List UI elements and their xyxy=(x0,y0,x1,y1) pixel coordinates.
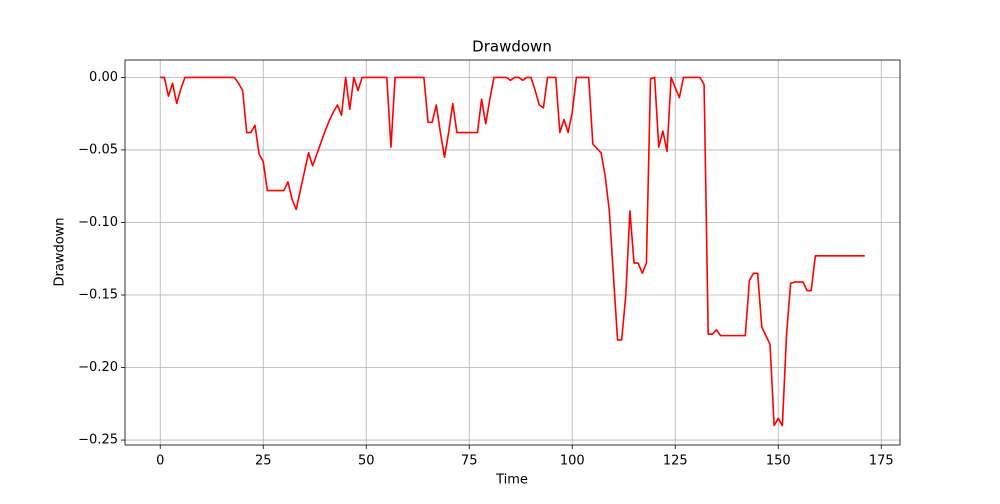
x-tick-label: 50 xyxy=(358,454,375,469)
y-axis-label: Drawdown xyxy=(53,217,68,286)
x-tick-label: 125 xyxy=(663,454,688,469)
x-axis-label: Time xyxy=(495,473,528,488)
data-line xyxy=(160,76,865,427)
y-tick-label: −0.20 xyxy=(78,360,118,375)
chart-title: Drawdown xyxy=(472,38,552,56)
x-tick-label: 0 xyxy=(156,454,164,469)
x-tick-label: 175 xyxy=(869,454,894,469)
y-tick-label: −0.05 xyxy=(78,142,118,157)
y-tick-label: −0.25 xyxy=(78,433,118,448)
x-tick-label: 100 xyxy=(560,454,585,469)
y-tick-label: −0.10 xyxy=(78,215,118,230)
y-tick-label: 0.00 xyxy=(89,70,118,85)
plot-frame xyxy=(124,59,901,446)
x-tick-label: 150 xyxy=(766,454,791,469)
x-tick-label: 75 xyxy=(461,454,478,469)
y-tick-label: −0.15 xyxy=(78,288,118,303)
x-tick-label: 25 xyxy=(255,454,272,469)
